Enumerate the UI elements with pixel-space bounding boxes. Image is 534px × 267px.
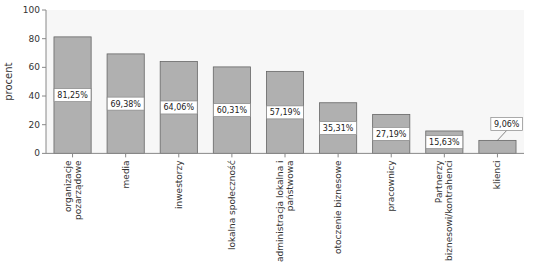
bar [320,103,357,154]
x-tick [338,153,339,157]
data-label-box: 60,31% [213,104,250,117]
data-label-background [213,104,250,117]
y-tick [42,38,46,39]
x-tick [231,153,232,157]
data-label: 9,06% [494,120,520,129]
plot-area [46,10,524,153]
data-label-box: 57,19% [267,106,304,119]
y-tick [42,10,46,11]
data-label-box: 9,06% [491,117,523,140]
data-label: 69,38% [110,100,141,109]
data-label-background [320,122,357,135]
data-label-background [54,89,91,102]
y-tick-label: 0 [34,148,40,158]
y-tick [42,124,46,125]
data-labels: 81,25% 69,38% 64,06% 60,31% 57,19% 35,31% 27,1… [54,89,523,149]
data-label-box: 64,06% [160,101,197,114]
data-label: 35,31% [323,124,354,133]
y-tick-label: 40 [29,91,41,101]
data-label-background [107,97,144,110]
x-tick-label: pracownicy [386,160,396,212]
x-tick [125,153,126,157]
data-label: 27,19% [376,130,407,139]
bar [426,131,463,153]
x-tick [178,153,179,157]
data-label-box: 69,38% [107,97,144,110]
data-label-box: 81,25% [54,89,91,102]
data-label: 57,19% [270,108,301,117]
x-tick [391,153,392,157]
y-tick-label: 80 [29,34,41,44]
data-label-background [426,136,463,149]
x-tick-label: inwestorzy [174,160,184,209]
x-tick-label: organizacjepozarządowe [63,160,83,220]
chart: organizacjepozarządowe media inwestorzy lok… [0,0,534,267]
x-tick [72,153,73,157]
x-tick-label: otoczenie biznesowe [333,160,343,254]
y-tick-label: 100 [23,5,40,15]
bar [373,114,410,153]
x-tick [444,153,445,157]
bar [213,67,250,153]
x-tick [285,153,286,157]
data-label-background [491,117,523,130]
x-tick-label: Partnerzybiznesowi/kontrahenci [434,160,454,261]
x-tick-label: administracja lokalna ipaństwowa [275,160,295,262]
y-tick [42,67,46,68]
data-label: 15,63% [429,138,460,147]
data-label: 64,06% [164,103,195,112]
y-tick-label: 20 [29,120,41,130]
y-tick [42,96,46,97]
bar [54,37,91,153]
bar [479,140,516,153]
bar [107,54,144,153]
data-label-box: 35,31% [320,122,357,135]
x-tick-label: klienci [492,160,502,189]
data-label-background [160,101,197,114]
bar [266,71,303,153]
data-label: 60,31% [217,106,248,115]
data-label-background [373,127,410,140]
x-tick-labels: organizacjepozarządowe media inwestorzy lok… [63,160,503,262]
data-label-leader [497,130,506,140]
y-tick [42,153,46,154]
data-label-box: 27,19% [373,127,410,140]
y-axis-label: procent [3,62,14,100]
data-label-background [267,106,304,119]
bar [160,62,197,154]
x-tick [497,153,498,157]
data-label: 81,25% [57,91,88,100]
y-axis-line [46,10,47,153]
data-label-box: 15,63% [426,136,463,149]
y-tick-label: 60 [29,62,41,72]
x-tick-label: media [121,160,131,188]
x-tick-label: lokalna społeczność [227,160,237,250]
